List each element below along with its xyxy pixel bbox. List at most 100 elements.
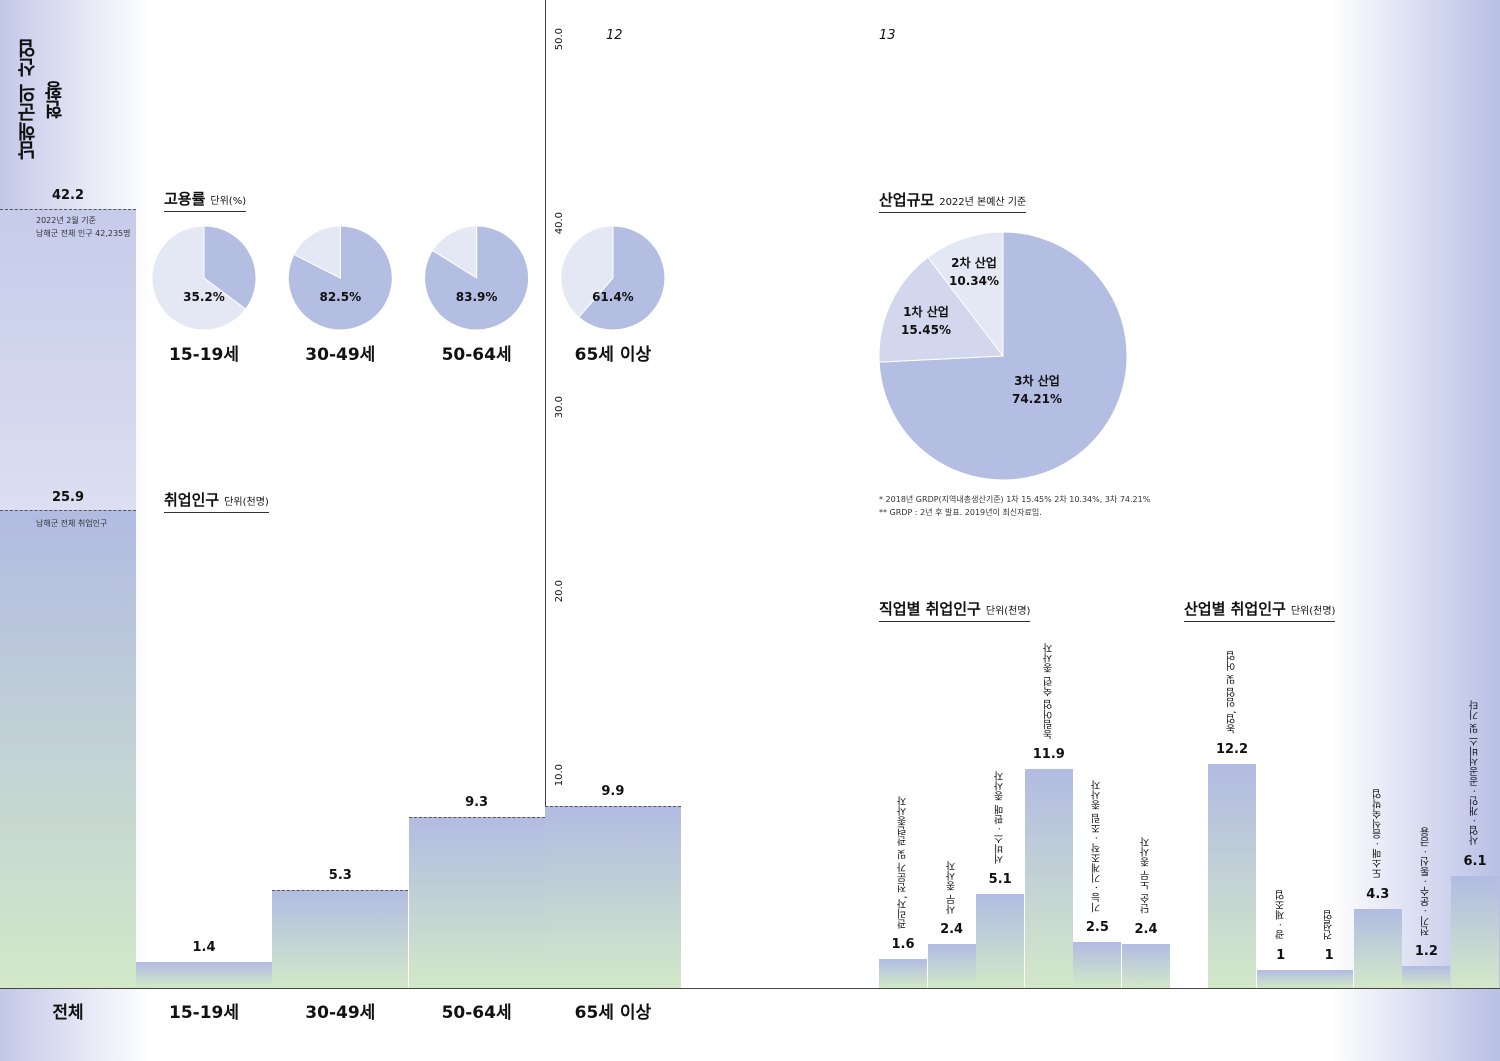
industry-title: 산업별 취업인구 단위(천명) [1184, 598, 1336, 622]
slice-value: 10.34% [949, 274, 999, 288]
slice-name: 1차 산업 [903, 305, 949, 319]
page-number: 12 [606, 28, 623, 43]
occupation-title: 직업별 취업인구 단위(천명) [879, 598, 1031, 622]
slice-name: 2차 산업 [951, 256, 997, 270]
baseline [0, 988, 1500, 989]
axis-tick-label: 30.0 [554, 396, 565, 419]
slice-value: 15.45% [901, 323, 951, 337]
x-label: 30-49세 [305, 1003, 376, 1023]
industry-pie-label: 3차 산업 74.21% [997, 372, 1077, 408]
bar-value: 1.4 [192, 940, 216, 956]
bar-value: 1 [1324, 947, 1334, 963]
bar [879, 958, 927, 988]
industry-scale-title: 산업규모 2022년 본예산 기준 [879, 189, 1027, 213]
pie-category-label: 30-49세 [305, 345, 376, 365]
page-number: 13 [879, 28, 896, 43]
pie-slice-rest [293, 225, 341, 279]
bar-category-label: 관리자, 전문가 및 관련종사자 [898, 795, 909, 929]
bar [136, 962, 272, 988]
bar-category-label: 전기 · 운수 · 통신 · 금융 [1421, 827, 1433, 936]
x-label: 65세 이상 [574, 1003, 652, 1023]
bar [1122, 943, 1170, 988]
pie-slice-rest [431, 225, 478, 279]
bar-value: 2.4 [1134, 921, 1158, 937]
population-value: 42.2 [51, 188, 85, 203]
pie-slice-employed [203, 225, 257, 310]
bar-category-label: 서비스 · 판매 종사자 [995, 771, 1007, 865]
bar [272, 890, 409, 988]
bar-value: 5.3 [328, 868, 352, 884]
industry-pie-slice [927, 231, 1004, 358]
bar-value: 9.9 [601, 783, 625, 799]
bar [1073, 942, 1122, 988]
pie-value-label: 35.2% [183, 290, 225, 304]
employed-value: 25.9 [51, 490, 85, 505]
axis-line [545, 0, 546, 988]
population-line [0, 209, 136, 210]
pie-slice-rest [560, 225, 614, 318]
bar-category-label: 농업, 임업 및 어업 [1227, 650, 1238, 734]
bar [976, 894, 1025, 988]
pie-value-label: 83.9% [455, 290, 498, 304]
bar [1305, 969, 1354, 988]
bar [544, 805, 681, 988]
pie-value-label: 61.4% [592, 290, 634, 304]
bar-value: 11.9 [1032, 747, 1065, 763]
bar-category-label: 기능 · 기계조작 · 조립 종사자 [1092, 779, 1104, 912]
x-label: 50-64세 [441, 1003, 512, 1023]
bar-category-label: 사무 종사자 [946, 860, 958, 914]
bar-category-label: 광 · 제조업 [1275, 890, 1287, 940]
x-label: 전체 [52, 1003, 84, 1023]
bar-category-label: 사업 · 개인 · 공공서비스 및 기타 [1470, 700, 1481, 846]
bar-top-line [272, 890, 409, 892]
bar-value: 12.2 [1215, 741, 1249, 757]
bar [1451, 875, 1499, 988]
bar-top-line [408, 816, 545, 818]
employed-line [0, 510, 136, 511]
bar [1402, 965, 1451, 988]
industry-pie-label: 2차 산업 10.34% [934, 254, 1014, 290]
x-label: 15-19세 [168, 1003, 239, 1023]
slice-name: 3차 산업 [1014, 374, 1060, 388]
bar-value: 2.5 [1085, 920, 1109, 935]
bar [1256, 969, 1305, 988]
employed-title: 취업인구 단위(천명) [164, 489, 269, 513]
pie-category-label: 65세 이상 [574, 345, 652, 365]
population-note: 2022년 2월 기준 남해군 전체 인구 42,235명 [36, 216, 131, 238]
pie-value-label: 82.5% [319, 290, 362, 304]
bar-category-label: 농림어업 숙련 종사자 [1043, 642, 1055, 740]
employed-note: 남해군 전체 취업인구 [36, 519, 108, 528]
industry-scale-notes: * 2018년 GRDP(지역내총생산기준) 1차 15.45% 2차 10.3… [879, 495, 1151, 517]
bar [927, 943, 976, 988]
bar [1208, 763, 1256, 988]
pie-charts [151, 225, 1128, 481]
pie-slice-employed [578, 225, 666, 331]
industry-pie-label: 1차 산업 15.45% [886, 303, 966, 339]
bar-category-label: 도소매 · 음식숙박업 [1372, 789, 1384, 879]
total-population-bar [0, 209, 136, 510]
pie-slice-rest [151, 225, 247, 331]
bar-value: 6.1 [1463, 853, 1487, 869]
slice-value: 74.21% [1012, 392, 1062, 406]
bar [408, 816, 545, 988]
bar-value: 1 [1276, 947, 1286, 963]
bar-value: 1.2 [1414, 943, 1438, 959]
bar-category-label: 단순 노무 종사자 [1141, 837, 1152, 914]
axis-tick-label: 50.0 [554, 28, 565, 51]
axis-tick-label: 40.0 [554, 212, 565, 235]
pie-category-label: 15-19세 [168, 345, 239, 365]
axis-tick-label: 20.0 [554, 580, 565, 603]
bar-top-line [544, 805, 681, 807]
pie-slice-employed [424, 225, 530, 331]
bar-value: 2.4 [940, 921, 964, 937]
employment-rate-title: 고용률 단위(%) [164, 188, 247, 212]
bar-value: 4.3 [1366, 886, 1390, 902]
bar [1353, 908, 1402, 988]
pie-slice-employed [287, 225, 393, 331]
bar-category-label: 건설업 [1324, 909, 1336, 940]
bar [1024, 769, 1073, 988]
bar-value: 5.1 [988, 872, 1012, 888]
total-employed-bar [0, 510, 136, 988]
pie-category-label: 50-64세 [441, 345, 512, 365]
bar-value: 1.6 [891, 936, 915, 952]
